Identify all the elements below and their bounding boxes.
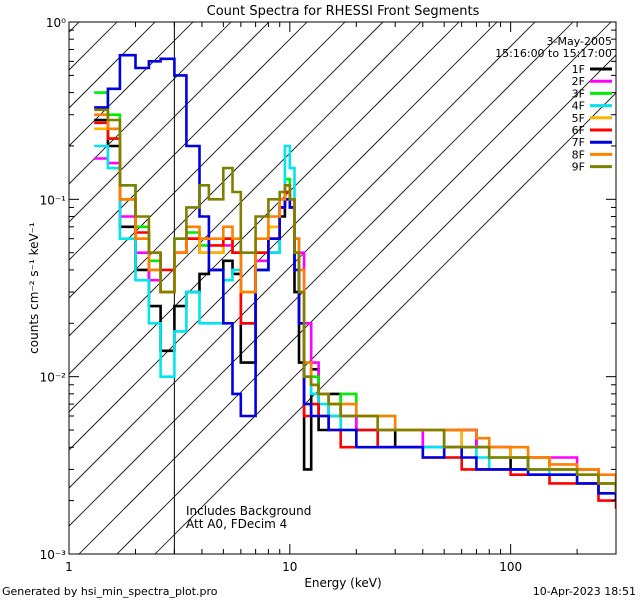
hatched-region	[69, 22, 616, 554]
legend-label-1F: 1F	[572, 63, 585, 76]
x-axis-label: Energy (keV)	[304, 576, 381, 590]
series-line-9F	[94, 108, 616, 494]
hatch-line	[78, 22, 612, 554]
legend-label-9F: 9F	[572, 161, 585, 174]
footer-timestamp: 10-Apr-2023 18:51	[533, 585, 636, 598]
series-line-7F	[94, 53, 616, 501]
y-tick-label: 10⁰	[46, 16, 66, 30]
hatch-line	[69, 22, 308, 261]
x-tick-label: 10	[282, 560, 297, 574]
annotation-background: Includes Background	[186, 504, 311, 518]
y-axis-label: counts cm⁻² s⁻¹ keV⁻¹	[27, 222, 41, 354]
plot-frame	[68, 21, 617, 555]
x-tick-label: 1	[65, 560, 73, 574]
hatch-line	[69, 22, 460, 413]
hatch-line	[69, 22, 574, 527]
chart-title: Count Spectra for RHESSI Front Segments	[207, 4, 480, 19]
axis-tick-labels: 1 10 100 10⁰ 10⁻¹ 10⁻² 10⁻³	[40, 16, 523, 574]
legend-label-6F: 6F	[572, 124, 585, 137]
hatch-line	[69, 22, 270, 223]
legend-label-5F: 5F	[572, 112, 585, 125]
hatch-line	[69, 22, 498, 451]
legend-label-2F: 2F	[572, 75, 585, 88]
hatch-line	[154, 92, 616, 554]
hatch-line	[69, 22, 384, 337]
legend-label-8F: 8F	[572, 148, 585, 161]
hatch-line	[69, 22, 232, 185]
hatch-line	[116, 54, 616, 554]
annotation-attenuator: Att A0, FDecim 4	[186, 517, 287, 531]
series-layer	[94, 53, 616, 509]
series-line-2F	[94, 157, 616, 501]
axis-ticks	[68, 21, 617, 555]
date-label: 3-May-2005	[547, 35, 612, 48]
y-tick-label: 10⁻²	[40, 371, 67, 385]
x-tick-label: 100	[499, 560, 522, 574]
hatch-line	[69, 22, 422, 375]
legend-label-4F: 4F	[572, 100, 585, 113]
y-tick-label: 10⁻³	[40, 548, 67, 562]
y-tick-label: 10⁻¹	[40, 193, 67, 207]
legend-label-3F: 3F	[572, 87, 585, 100]
footer-generated-by: Generated by hsi_min_spectra_plot.pro	[2, 585, 218, 598]
hatch-line	[69, 22, 156, 109]
hatch-line	[69, 22, 118, 71]
hatch-line	[69, 22, 346, 299]
legend-label-7F: 7F	[572, 136, 585, 149]
time-range-label: 15:16:00 to 15:17:00	[495, 47, 612, 60]
hatch-line	[69, 22, 536, 489]
